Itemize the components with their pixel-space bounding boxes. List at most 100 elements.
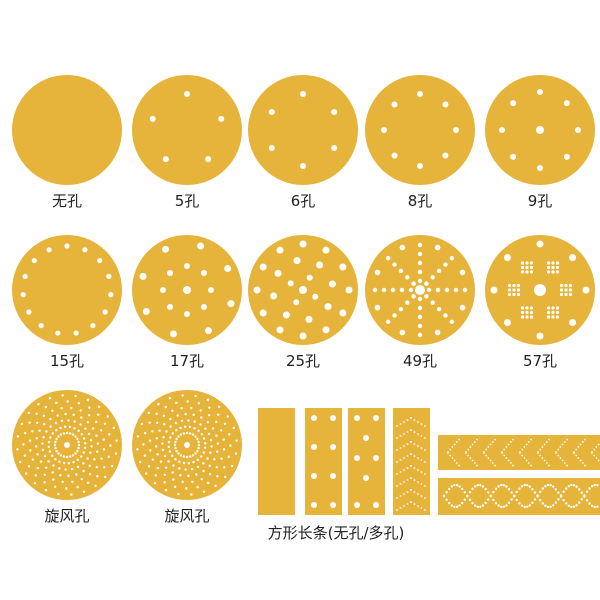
hole: [200, 433, 204, 436]
hole: [442, 101, 449, 108]
hole: [453, 459, 456, 462]
hole: [593, 505, 596, 509]
hole: [207, 432, 211, 436]
hole: [505, 485, 508, 488]
hole: [410, 501, 412, 503]
hole: [230, 464, 234, 468]
hole: [103, 422, 107, 426]
hole: [411, 294, 416, 299]
hole: [190, 406, 193, 410]
hole: [585, 490, 589, 493]
hole: [142, 307, 150, 315]
hole: [435, 287, 441, 293]
hole: [519, 452, 521, 454]
hole: [27, 464, 31, 468]
hole: [523, 483, 526, 487]
hole: [208, 413, 211, 417]
hole: [520, 504, 524, 507]
hole: [36, 453, 39, 456]
hole: [89, 438, 93, 442]
hole: [406, 491, 409, 493]
hole: [179, 426, 182, 430]
hole: [74, 435, 77, 438]
hole: [194, 394, 197, 398]
hole: [500, 505, 503, 509]
hole: [424, 281, 429, 286]
hole: [97, 413, 100, 416]
hole: [505, 446, 508, 448]
hole: [391, 152, 398, 159]
hole: [399, 495, 402, 497]
hole: [410, 453, 412, 455]
hole: [331, 109, 338, 115]
hole: [529, 261, 534, 265]
hole: [555, 310, 560, 315]
hole: [481, 485, 485, 488]
hole: [487, 498, 490, 501]
hole: [54, 446, 57, 450]
hole: [595, 457, 598, 459]
hole: [520, 485, 524, 488]
hole: [374, 304, 381, 311]
hole: [544, 485, 547, 488]
hole: [567, 504, 570, 507]
hole: [546, 310, 551, 315]
hole: [171, 471, 174, 474]
hole: [39, 460, 43, 463]
sanding-disc: [365, 235, 475, 345]
hole: [453, 483, 456, 487]
hole: [525, 443, 528, 446]
hole: [529, 265, 534, 270]
hole: [417, 251, 423, 257]
hole: [581, 441, 584, 443]
hole: [549, 505, 552, 508]
hole: [465, 452, 467, 454]
hole: [55, 449, 58, 453]
hole: [86, 421, 90, 424]
hole: [107, 455, 111, 459]
hole: [169, 425, 172, 428]
hole: [44, 405, 48, 409]
hole: [565, 487, 568, 490]
hole: [59, 433, 63, 436]
hole: [31, 430, 34, 433]
hole: [396, 425, 398, 427]
hole: [520, 261, 525, 265]
hole: [461, 487, 464, 491]
hole: [154, 445, 158, 448]
hole: [539, 498, 542, 502]
hole: [28, 439, 32, 442]
hole: [596, 505, 599, 508]
hole: [227, 433, 231, 436]
hole: [527, 462, 530, 464]
hole: [331, 145, 338, 151]
disc-label: 17孔: [169, 352, 205, 370]
hole: [76, 458, 79, 462]
hole: [449, 448, 452, 451]
hole: [74, 394, 77, 398]
sanding-disc: [132, 390, 242, 500]
hole: [399, 244, 406, 251]
hole: [217, 405, 221, 409]
hole: [373, 502, 379, 508]
hole: [455, 441, 458, 443]
hole: [415, 285, 425, 295]
hole: [75, 473, 78, 476]
hole: [139, 272, 147, 280]
hole: [25, 472, 28, 475]
hole: [451, 457, 454, 459]
hole: [396, 437, 398, 439]
hole: [70, 406, 73, 410]
hole: [445, 491, 448, 494]
hole: [169, 436, 172, 439]
hole: [259, 263, 267, 271]
hole: [77, 446, 80, 450]
hole: [539, 454, 542, 457]
hole: [107, 433, 111, 436]
hole: [494, 502, 498, 505]
hole: [299, 332, 307, 340]
hole: [509, 441, 512, 443]
hole: [551, 261, 555, 265]
hole: [567, 485, 570, 488]
